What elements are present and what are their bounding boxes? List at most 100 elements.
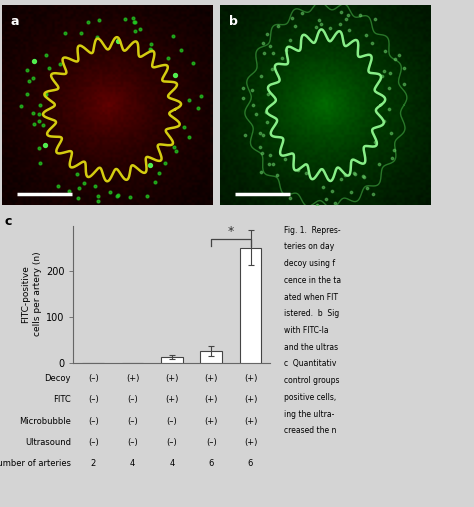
Point [46,64,53,73]
Text: (–): (–) [166,417,177,425]
Point [259,131,266,139]
Point [288,14,296,22]
Text: Ultrasound: Ultrasound [25,438,71,447]
Point [73,170,81,178]
Point [18,102,25,110]
Point [319,183,327,191]
Point [315,0,322,4]
Point [248,86,255,94]
Text: (+): (+) [165,374,179,383]
Point [266,43,274,51]
Text: and the ultras: and the ultras [284,343,338,352]
Point [331,199,338,207]
Point [129,14,137,22]
Point [259,39,267,47]
Point [253,110,260,118]
Point [274,22,282,30]
Point [114,191,121,199]
Point [256,143,264,151]
Text: c: c [5,215,12,229]
Text: Number of arteries: Number of arteries [0,459,71,468]
Point [29,74,37,82]
Text: (–): (–) [127,417,138,425]
Text: 6: 6 [209,459,214,468]
Point [286,36,293,44]
Point [257,168,265,176]
Point [387,129,395,137]
Point [36,159,44,167]
Point [395,51,402,59]
Point [382,48,389,56]
Point [380,67,387,75]
Point [77,29,85,37]
Point [35,144,43,152]
Point [35,117,43,125]
Point [42,90,49,98]
Point [336,20,343,28]
Text: 2: 2 [91,459,96,468]
Y-axis label: FITC-positive
cells per artery (n): FITC-positive cells per artery (n) [21,252,42,336]
Text: (–): (–) [88,395,99,404]
Point [250,101,257,109]
Point [326,24,334,32]
Point [241,131,249,139]
Point [197,92,205,100]
Point [42,51,49,59]
Text: a: a [11,15,19,28]
Point [362,31,370,39]
Point [337,175,345,183]
Point [346,188,354,196]
Point [239,94,246,102]
Point [194,104,201,112]
Point [302,169,310,177]
Text: b: b [229,15,238,28]
Point [131,27,139,35]
Point [115,37,122,45]
Point [126,193,134,201]
Bar [240,247,261,363]
Point [369,190,377,198]
Point [24,66,31,75]
Point [113,192,120,200]
Text: ing the ultra-: ing the ultra- [284,410,335,419]
Point [75,194,82,202]
Point [84,18,91,26]
Point [286,194,293,202]
Bar [201,351,222,363]
Point [155,169,163,177]
Text: (+): (+) [204,417,218,425]
Point [313,201,321,209]
Point [146,45,154,53]
Point [121,15,129,23]
Point [56,59,64,67]
Point [173,147,180,155]
Point [282,46,290,54]
Point [81,179,88,188]
Point [386,68,393,77]
Point [25,77,33,85]
Text: (–): (–) [88,438,99,447]
Text: Decoy: Decoy [45,374,71,383]
Point [385,105,393,113]
Point [359,172,366,180]
Point [164,54,172,62]
Point [298,9,306,17]
Point [239,84,247,92]
Text: 4: 4 [130,459,135,468]
Point [36,101,44,109]
Text: istered.  b  Sig: istered. b Sig [284,309,340,318]
Text: cence in the ta: cence in the ta [284,276,342,285]
Point [186,133,193,141]
Point [131,18,138,26]
Point [282,155,289,163]
Point [261,49,268,57]
Text: 6: 6 [248,459,253,468]
Text: (–): (–) [166,438,177,447]
Text: decoy using f: decoy using f [284,259,336,268]
Point [94,192,102,200]
Point [30,120,38,128]
Text: (+): (+) [204,395,218,404]
Point [172,71,179,79]
Text: positive cells,: positive cells, [284,393,337,402]
Point [264,30,271,39]
